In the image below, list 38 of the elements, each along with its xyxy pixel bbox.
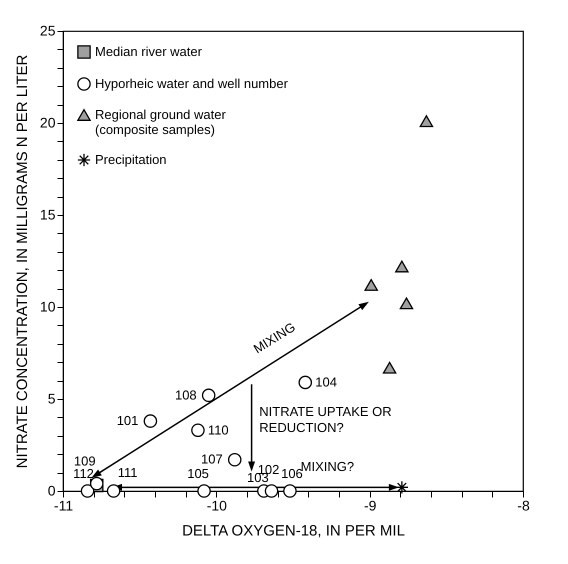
point (80, 484, 94, 498)
annotation: 104 (315, 374, 337, 390)
annotation: 106 (281, 466, 303, 481)
legend-label: Hyporheic water and well number (95, 76, 289, 91)
annotation: 109 (74, 454, 96, 469)
x-axis-title: DELTA OXYGEN-18, IN PER MIL (182, 522, 405, 540)
annotation: 112 (73, 466, 94, 481)
x-tick-label: -10 (206, 498, 228, 514)
legend-label: Regional ground water (composite samples) (95, 107, 226, 137)
point (400, 297, 414, 310)
annotation: 110 (208, 422, 229, 438)
y-tick-label: 15 (40, 206, 56, 222)
annotation: 101 (116, 413, 138, 428)
y-tick-label: 5 (48, 390, 56, 406)
x-tick-label: -11 (54, 498, 74, 514)
y-tick-label: 20 (40, 114, 56, 130)
point (395, 260, 409, 272)
annotation: 107 (201, 452, 223, 467)
annotation: 108 (174, 387, 197, 402)
point (382, 362, 396, 374)
x-tick-label: -9 (364, 498, 377, 514)
point (283, 484, 297, 498)
legend-label: Precipitation (95, 152, 167, 167)
annotation: MIXING? (300, 459, 354, 474)
annotation: 111 (118, 465, 138, 480)
y-tick-label: 0 (48, 482, 56, 498)
point (364, 278, 378, 291)
x-tick-label: -8 (517, 498, 530, 514)
annotation: NITRATE UPTAKE OR REDUCTION? (259, 404, 392, 435)
point (197, 484, 211, 498)
y-tick-label: 10 (40, 298, 56, 314)
point (106, 484, 120, 498)
point (264, 484, 278, 498)
y-axis-title: NITRATE CONCENTRATION, IN MILLIGRAMS N PER LITER (14, 54, 31, 468)
y-tick-label: 25 (40, 22, 56, 38)
point (420, 115, 434, 128)
annotation: 105 (187, 466, 209, 481)
legend-label: Median river water (95, 44, 203, 59)
